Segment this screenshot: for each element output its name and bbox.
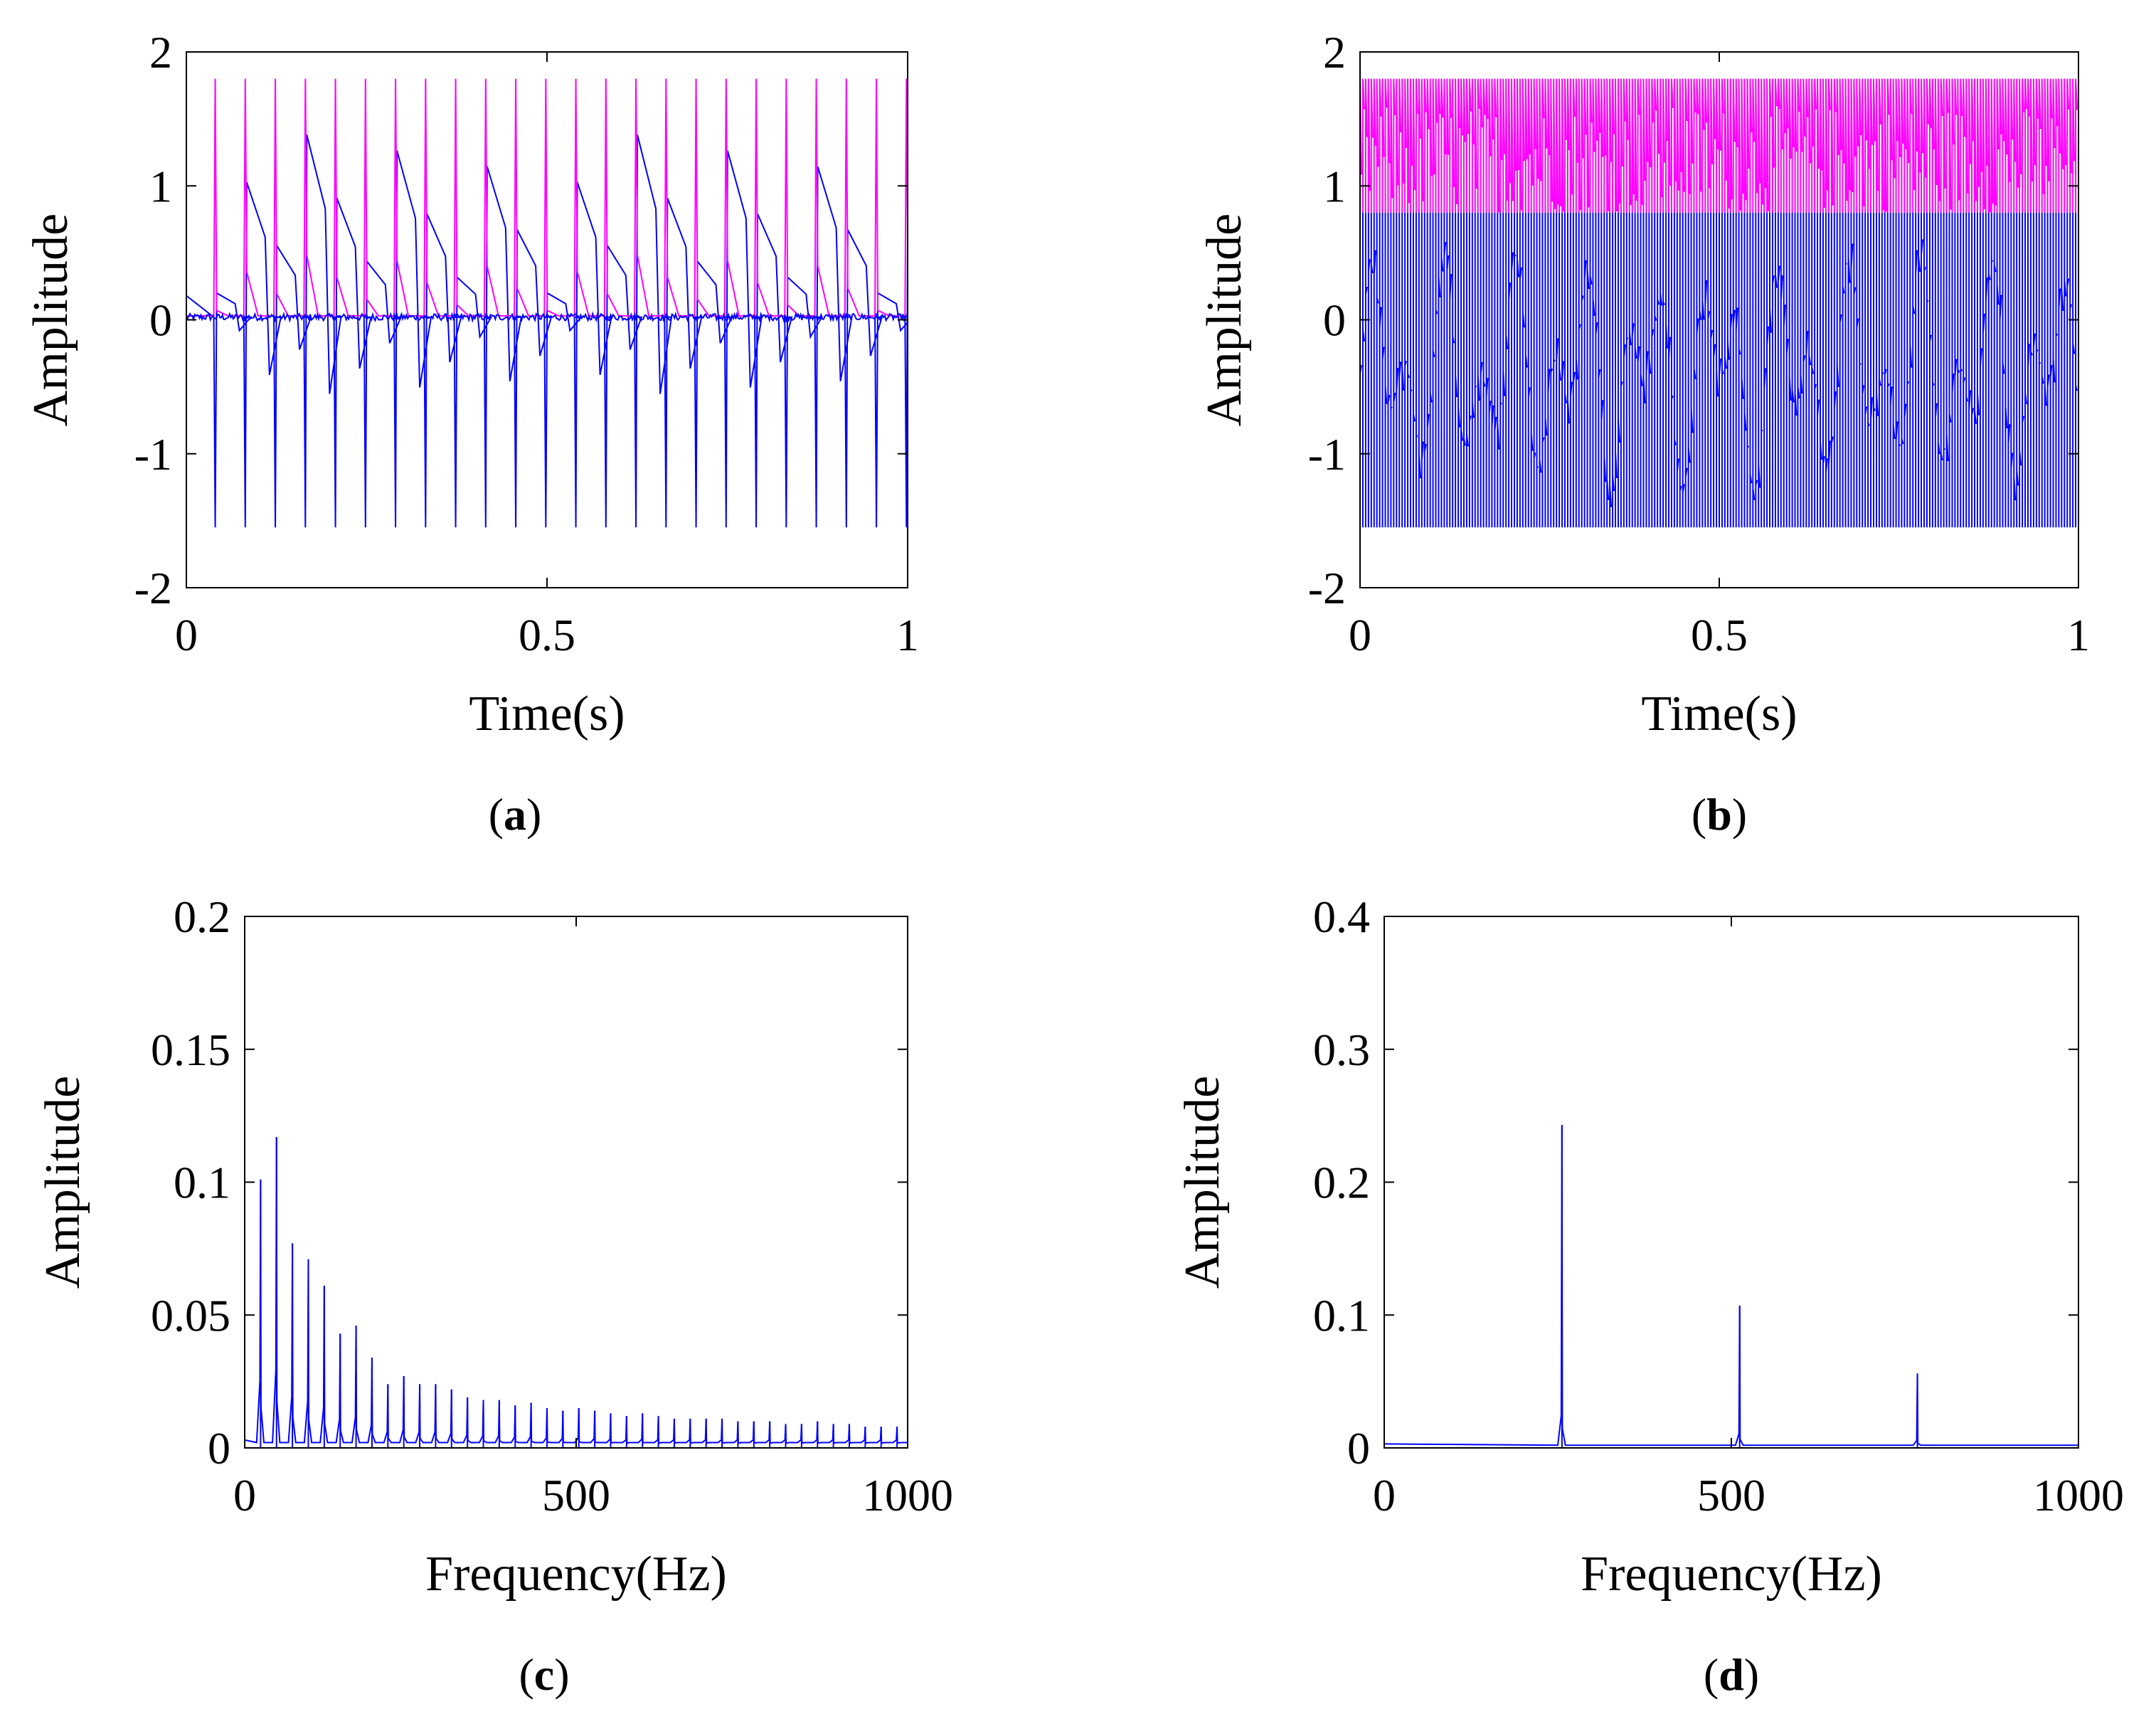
panel-a-letter: a	[504, 789, 526, 840]
panel-b-plot	[1360, 78, 2078, 528]
series-line-signal	[1360, 212, 2078, 528]
x-tick-label: 0.5	[519, 610, 575, 660]
series-line-spectrum	[1384, 1125, 2078, 1446]
panel-a-xlabel: Time(s)	[469, 687, 625, 741]
x-tick-label: 1	[2067, 610, 2090, 660]
panel-b: 0 0.5 1 -2 -1 0 1 2 Time(s) Amplitude (b)	[1197, 27, 2090, 840]
panel-c-axes-frame	[244, 916, 908, 1449]
y-tick-label: -1	[134, 429, 172, 480]
panel-c-letter: c	[534, 1649, 554, 1700]
panel-a-ylabel: Amplitude	[23, 213, 78, 426]
series-group	[1384, 1125, 2078, 1448]
panel-b-xlabel: Time(s)	[1641, 687, 1797, 741]
panel-c: 0 500 1000 0 0.05 0.1 0.15 0.2 Frequency(Hz) Am…	[36, 892, 953, 1700]
panel-d-xlabel: Frequency(Hz)	[1581, 1547, 1882, 1602]
panel-c-xlabel: Frequency(Hz)	[425, 1547, 727, 1602]
panel-b-ticks: 0 0.5 1 -2 -1 0 1 2	[1308, 27, 2090, 660]
series-line-envelope	[186, 78, 908, 317]
y-tick-label: 0.1	[174, 1158, 230, 1208]
y-tick-label: 0.15	[151, 1025, 230, 1075]
x-tick-label: 1000	[2033, 1470, 2124, 1520]
panel-d-ylabel: Amplitude	[1175, 1076, 1230, 1289]
y-tick-label: 2	[1323, 27, 1346, 78]
y-tick-label: 1	[149, 161, 172, 211]
series-group	[186, 78, 908, 528]
y-tick-label: 0.3	[1313, 1025, 1370, 1075]
x-tick-label: 1	[896, 610, 919, 660]
panel-a-caption: (a)	[489, 789, 542, 840]
panel-d-caption: (d)	[1704, 1649, 1759, 1700]
y-tick-label: 0.2	[1313, 1158, 1370, 1208]
panel-d-ticks: 0 500 1000 0 0.1 0.2 0.3 0.4	[1313, 892, 2124, 1520]
series-line-signal	[186, 134, 908, 528]
panel-d-axes-frame	[1384, 916, 2079, 1449]
y-tick-label: -2	[1308, 563, 1346, 613]
series-group	[245, 1137, 908, 1448]
x-tick-label: 0	[175, 610, 198, 660]
y-tick-label: -1	[1308, 429, 1346, 480]
x-tick-label: 500	[1697, 1470, 1765, 1520]
panel-c-ticks: 0 500 1000 0 0.05 0.1 0.15 0.2	[151, 892, 953, 1520]
y-tick-label: 1	[1323, 161, 1346, 211]
panel-a-plot	[186, 78, 908, 528]
x-tick-label: 500	[542, 1470, 610, 1520]
y-tick-label: 0.4	[1313, 892, 1370, 942]
x-tick-label: 1000	[862, 1470, 953, 1520]
x-tick-label: 0	[1349, 610, 1371, 660]
y-tick-label: 0.1	[1313, 1290, 1370, 1340]
series-line-envelope	[1360, 78, 2078, 213]
panel-d-letter: d	[1719, 1649, 1744, 1700]
panel-d: 0 500 1000 0 0.1 0.2 0.3 0.4 Frequency(Hz) Ampl…	[1175, 892, 2124, 1700]
y-tick-label: 0	[1323, 295, 1346, 346]
y-tick-label: 2	[149, 27, 172, 78]
y-tick-label: 0	[208, 1423, 230, 1474]
series-noise	[186, 311, 908, 324]
y-tick-label: 0.05	[151, 1290, 230, 1340]
y-tick-label: 0.2	[174, 892, 230, 942]
panel-a: 0 0.5 1 -2 -1 0 1 2 Time(s) Amplitude (a)	[23, 27, 919, 840]
x-tick-label: 0.5	[1691, 610, 1748, 660]
panel-c-plot	[245, 1137, 908, 1448]
panel-c-ylabel: Amplitude	[36, 1076, 90, 1289]
panel-b-ylabel: Amplitude	[1197, 213, 1252, 426]
y-tick-label: 0	[149, 295, 172, 346]
series-line-spectrum	[245, 1137, 908, 1444]
panel-b-caption: (b)	[1692, 789, 1747, 840]
panel-b-letter: b	[1706, 789, 1732, 840]
y-tick-label: 0	[1347, 1423, 1370, 1474]
x-tick-label: 0	[233, 1470, 256, 1520]
panel-a-ticks: 0 0.5 1 -2 -1 0 1 2	[134, 27, 919, 660]
series-group	[1360, 78, 2078, 528]
panel-c-caption: (c)	[519, 1649, 569, 1700]
y-tick-label: -2	[134, 563, 172, 613]
panel-d-plot	[1384, 1125, 2078, 1448]
x-tick-label: 0	[1373, 1470, 1396, 1520]
